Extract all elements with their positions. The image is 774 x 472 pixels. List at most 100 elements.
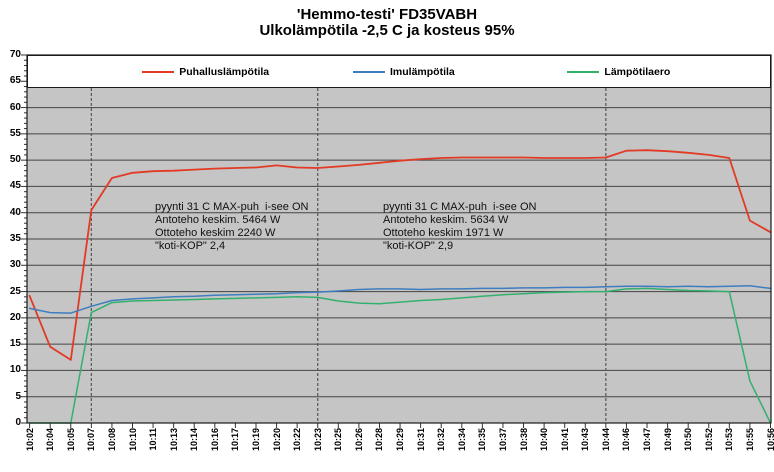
x-axis-label: 10:52 — [702, 428, 716, 470]
legend: Puhalluslämpötila Imulämpötila Lämpötila… — [27, 55, 771, 88]
x-axis-label-text: 10:16 — [209, 428, 220, 452]
x-axis-label-text: 10:31 — [415, 428, 426, 452]
series-line-imulämpötila — [28, 285, 772, 314]
y-axis-label: 20 — [9, 311, 21, 323]
x-axis-label: 10:44 — [599, 428, 613, 470]
x-axis-label-text: 10:47 — [642, 428, 653, 452]
x-axis-label-text: 10:41 — [559, 428, 570, 452]
x-axis-label: 10:19 — [249, 428, 263, 470]
annotation-line: Ottoteho keskim 1971 W — [383, 227, 504, 239]
x-axis-label: 10:14 — [187, 428, 201, 470]
annotation-line: Antoteho keskim. 5634 W — [383, 214, 509, 226]
y-axis-label: 40 — [9, 206, 21, 218]
legend-item-imulampotila: Imulämpötila — [352, 56, 455, 87]
annotation-line: pyynti 31 C MAX-puh i-see ON — [383, 201, 537, 213]
x-axis-label: 10:02 — [23, 428, 37, 470]
y-axis-label: 0 — [15, 417, 21, 428]
x-axis-label-text: 10:29 — [395, 428, 406, 452]
legend-label: Lämpötilaero — [604, 65, 671, 78]
y-axis-label: 60 — [9, 101, 21, 113]
x-axis-label-text: 10:11 — [148, 428, 159, 451]
annotation-line: Ottoteho keskim 2240 W — [155, 227, 276, 239]
x-axis-label-text: 10:25 — [333, 428, 344, 452]
y-axis-label: 55 — [9, 127, 21, 139]
series-line-lämpötilaero — [28, 287, 772, 424]
x-axis-label: 10:10 — [126, 428, 140, 470]
series-line-puhalluslämpötila — [28, 149, 772, 361]
x-axis-label-text: 10:17 — [230, 428, 241, 452]
y-axis-label: 35 — [9, 233, 21, 244]
x-axis-label: 10:43 — [578, 428, 592, 470]
x-axis-label: 10:04 — [43, 428, 57, 470]
x-axis-label-text: 10:02 — [24, 428, 35, 452]
y-axis-label: 10 — [9, 364, 21, 376]
x-axis-label-text: 10:22 — [292, 428, 303, 452]
x-axis-label-text: 10:04 — [45, 428, 56, 452]
x-axis-label: 10:11 — [146, 428, 160, 470]
x-axis-label: 10:08 — [105, 428, 119, 470]
x-axis-label-text: 10:50 — [683, 428, 694, 452]
y-axis-label: 65 — [9, 75, 21, 87]
x-axis-label: 10:22 — [290, 428, 304, 470]
x-axis-label-text: 10:56 — [765, 428, 774, 452]
y-axis-label: 50 — [9, 154, 21, 166]
x-axis-label: 10:31 — [414, 428, 428, 470]
x-axis-label-text: 10:53 — [724, 428, 735, 452]
x-axis-label: 10:34 — [455, 428, 469, 470]
annotation-line: "koti-KOP" 2,9 — [383, 240, 454, 252]
chart-title-block: 'Hemmo-testi' FD35VABH Ulkolämpötila -2,… — [0, 7, 774, 39]
x-axis-label-text: 10:40 — [539, 428, 550, 452]
x-axis-label: 10:25 — [331, 428, 345, 470]
x-axis-label-text: 10:34 — [456, 428, 467, 452]
x-axis-label: 10:05 — [64, 428, 78, 470]
annotation-line: pyynti 31 C MAX-puh i-see ON — [155, 201, 309, 213]
x-axis-label: 10:20 — [270, 428, 284, 470]
x-axis-label-text: 10:35 — [477, 428, 488, 452]
x-axis-label: 10:13 — [167, 428, 181, 470]
y-axis-label: 70 — [9, 49, 21, 60]
x-axis-label: 10:50 — [681, 428, 695, 470]
legend-item-puhalluslampotila: Puhalluslämpötila — [142, 56, 269, 87]
annotation-line: "koti-KOP" 2,4 — [155, 240, 226, 252]
x-axis-label: 10:55 — [743, 428, 757, 470]
x-axis-label: 10:07 — [84, 428, 98, 470]
x-axis-label: 10:38 — [517, 428, 531, 470]
x-axis-label-text: 10:08 — [106, 428, 117, 452]
x-axis-label-text: 10:32 — [436, 428, 447, 452]
legend-label: Imulämpötila — [389, 65, 455, 78]
y-axis-label: 30 — [9, 259, 21, 271]
x-axis-label-text: 10:43 — [580, 428, 591, 452]
x-axis-label-text: 10:20 — [271, 428, 282, 452]
annotation-test-2: pyynti 31 C MAX-puh i-see ON Antoteho ke… — [383, 201, 536, 253]
annotation-test-1: pyynti 31 C MAX-puh i-see ON Antoteho ke… — [155, 201, 308, 253]
x-axis-label-text: 10:55 — [744, 428, 755, 452]
x-axis-label: 10:29 — [393, 428, 407, 470]
plot-area: Puhalluslämpötila Imulämpötila Lämpötila… — [21, 54, 772, 428]
x-axis-label-text: 10:14 — [189, 428, 200, 452]
x-axis-label: 10:16 — [208, 428, 222, 470]
x-axis-label-text: 10:28 — [374, 428, 385, 452]
x-axis-label: 10:41 — [558, 428, 572, 470]
x-axis-label-text: 10:23 — [312, 428, 323, 452]
x-axis-label: 10:47 — [640, 428, 654, 470]
legend-line-green — [567, 70, 600, 73]
x-axis-label-text: 10:19 — [250, 428, 261, 452]
x-axis-label-text: 10:52 — [703, 428, 714, 452]
x-axis-label: 10:23 — [311, 428, 325, 470]
x-axis-label: 10:17 — [228, 428, 242, 470]
y-axis-label: 45 — [9, 180, 21, 192]
y-axis-label: 5 — [15, 390, 21, 402]
x-axis-label: 10:56 — [764, 428, 774, 470]
x-axis-label-text: 10:13 — [168, 428, 179, 452]
legend-line-blue — [352, 70, 385, 73]
x-axis-label-text: 10:37 — [497, 428, 508, 452]
x-axis-label-text: 10:46 — [621, 428, 632, 452]
x-axis-label-text: 10:10 — [127, 428, 138, 452]
annotation-line: Antoteho keskim. 5464 W — [155, 214, 281, 226]
chart-canvas — [21, 54, 772, 428]
x-axis-label-text: 10:49 — [662, 428, 673, 452]
x-axis-label-text: 10:26 — [353, 428, 364, 452]
legend-label: Puhalluslämpötila — [179, 65, 270, 78]
x-axis-label: 10:28 — [372, 428, 386, 470]
